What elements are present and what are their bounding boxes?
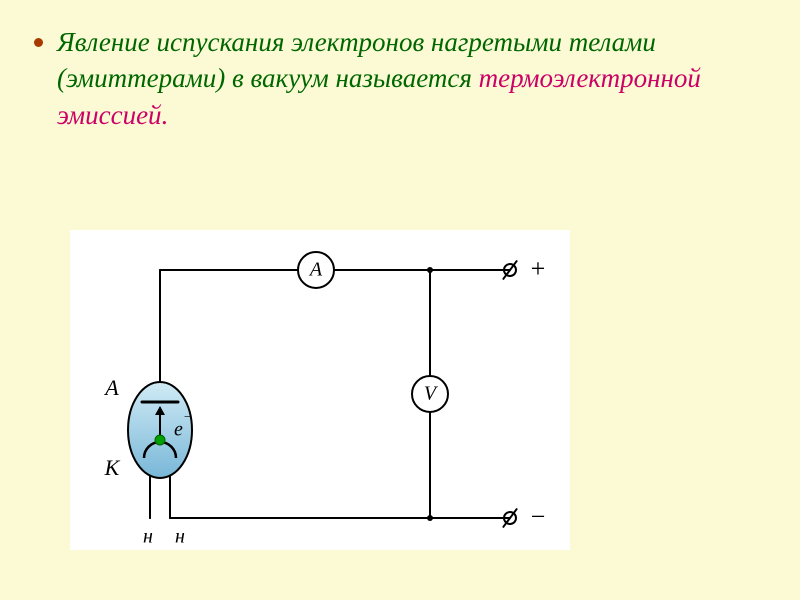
svg-text:−: − [531, 502, 546, 531]
svg-text:A: A [308, 259, 323, 281]
svg-text:−: − [184, 409, 191, 424]
svg-text:н: н [175, 526, 185, 548]
bullet-paragraph: Явление испускания электронов нагретыми … [60, 24, 760, 133]
slide: Явление испускания электронов нагретыми … [0, 0, 800, 600]
svg-text:н: н [143, 526, 153, 548]
svg-text:A: A [103, 375, 119, 400]
circuit-svg: AV+−AKe−нн [70, 230, 570, 550]
definition-text: Явление испускания электронов нагретыми … [57, 24, 760, 133]
definition-punct: . [162, 100, 169, 130]
svg-text:K: K [104, 455, 121, 480]
circuit-diagram: AV+−AKe−нн [70, 230, 570, 550]
svg-text:e: e [174, 419, 183, 441]
svg-text:+: + [531, 254, 546, 283]
bullet-icon [34, 38, 43, 47]
